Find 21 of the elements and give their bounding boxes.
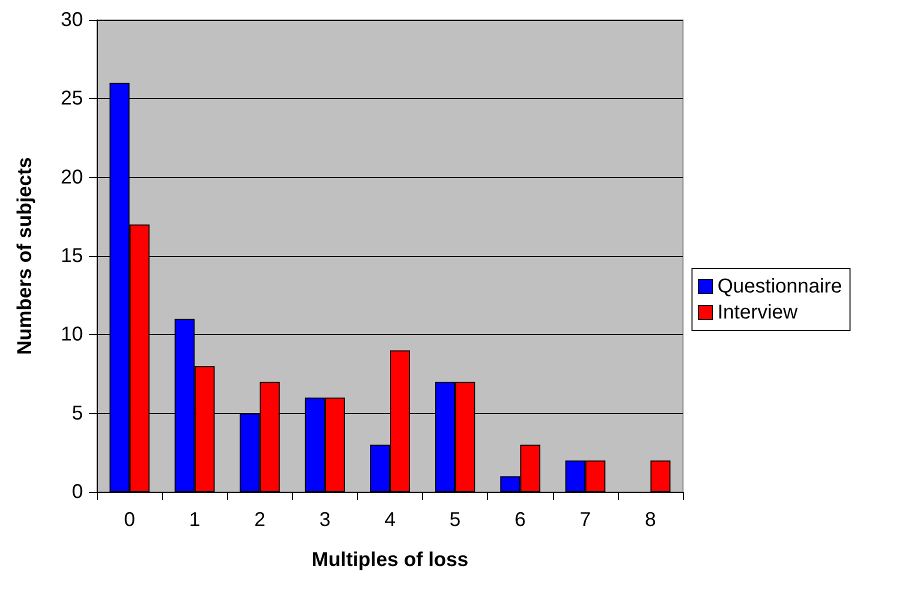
x-tick-label: 5 <box>450 509 461 531</box>
y-tick-label: 25 <box>60 88 83 110</box>
legend-label: Interview <box>718 302 798 324</box>
y-tick-label: 20 <box>60 166 83 188</box>
x-tick-label: 8 <box>644 509 656 531</box>
y-axis-title: Numbers of subjects <box>14 157 36 355</box>
bar <box>650 460 670 492</box>
y-tick-label: 0 <box>72 481 83 503</box>
x-tick-label: 2 <box>254 509 266 531</box>
legend-label: Questionnaire <box>718 276 842 298</box>
x-axis-title: Multiples of loss <box>312 549 468 571</box>
y-tick-label: 30 <box>60 9 83 31</box>
x-tick-label: 1 <box>189 509 200 531</box>
x-tick-label: 7 <box>580 509 591 531</box>
y-tick-label: 10 <box>60 324 83 346</box>
x-tick-label: 3 <box>319 509 330 531</box>
x-tick-label: 6 <box>514 509 526 531</box>
y-tick-label: 15 <box>60 245 83 267</box>
x-tick-label: 0 <box>124 509 136 531</box>
x-tick-label: 4 <box>384 509 396 531</box>
y-tick-label: 5 <box>72 402 83 424</box>
